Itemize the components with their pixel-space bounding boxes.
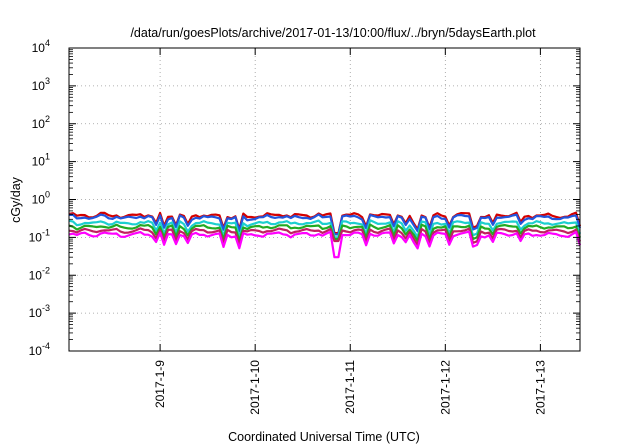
y-tick-labels: 10-4 10-3 10-2 10-1 100 101 102 103 104 — [29, 38, 50, 358]
x-tick-label: 2017-1-9 — [153, 360, 167, 408]
y-tick-label: 10-2 — [29, 265, 50, 282]
y-tick-label: 10-3 — [29, 303, 50, 320]
series-line — [68, 227, 582, 246]
y-tick-label: 101 — [32, 152, 50, 169]
series-line — [68, 213, 582, 236]
axis-ticks — [69, 47, 580, 352]
x-tick-label: 2017-1-10 — [248, 360, 262, 415]
y-axis-label: cGy/day — [9, 176, 23, 223]
series-line — [68, 230, 582, 259]
y-tick-label: 10-4 — [29, 341, 50, 358]
grid-lines — [69, 48, 580, 351]
y-tick-label: 104 — [32, 38, 50, 55]
y-tick-label: 103 — [32, 76, 50, 93]
x-axis-label: Coordinated Universal Time (UTC) — [228, 430, 420, 444]
data-series-group — [68, 211, 582, 259]
series-line — [68, 223, 582, 242]
x-tick-label: 2017-1-11 — [343, 360, 357, 414]
y-tick-label: 102 — [32, 114, 50, 131]
y-tick-label: 10-1 — [29, 227, 50, 244]
chart-title: /data/run/goesPlots/archive/2017-01-13/1… — [130, 26, 536, 40]
x-tick-labels: 2017-1-9 2017-1-10 2017-1-11 2017-1-12 2017-… — [153, 360, 547, 415]
series-line — [68, 219, 582, 239]
x-tick-label: 2017-1-13 — [533, 360, 547, 415]
y-tick-label: 100 — [32, 190, 50, 207]
x-tick-label: 2017-1-12 — [438, 360, 452, 415]
